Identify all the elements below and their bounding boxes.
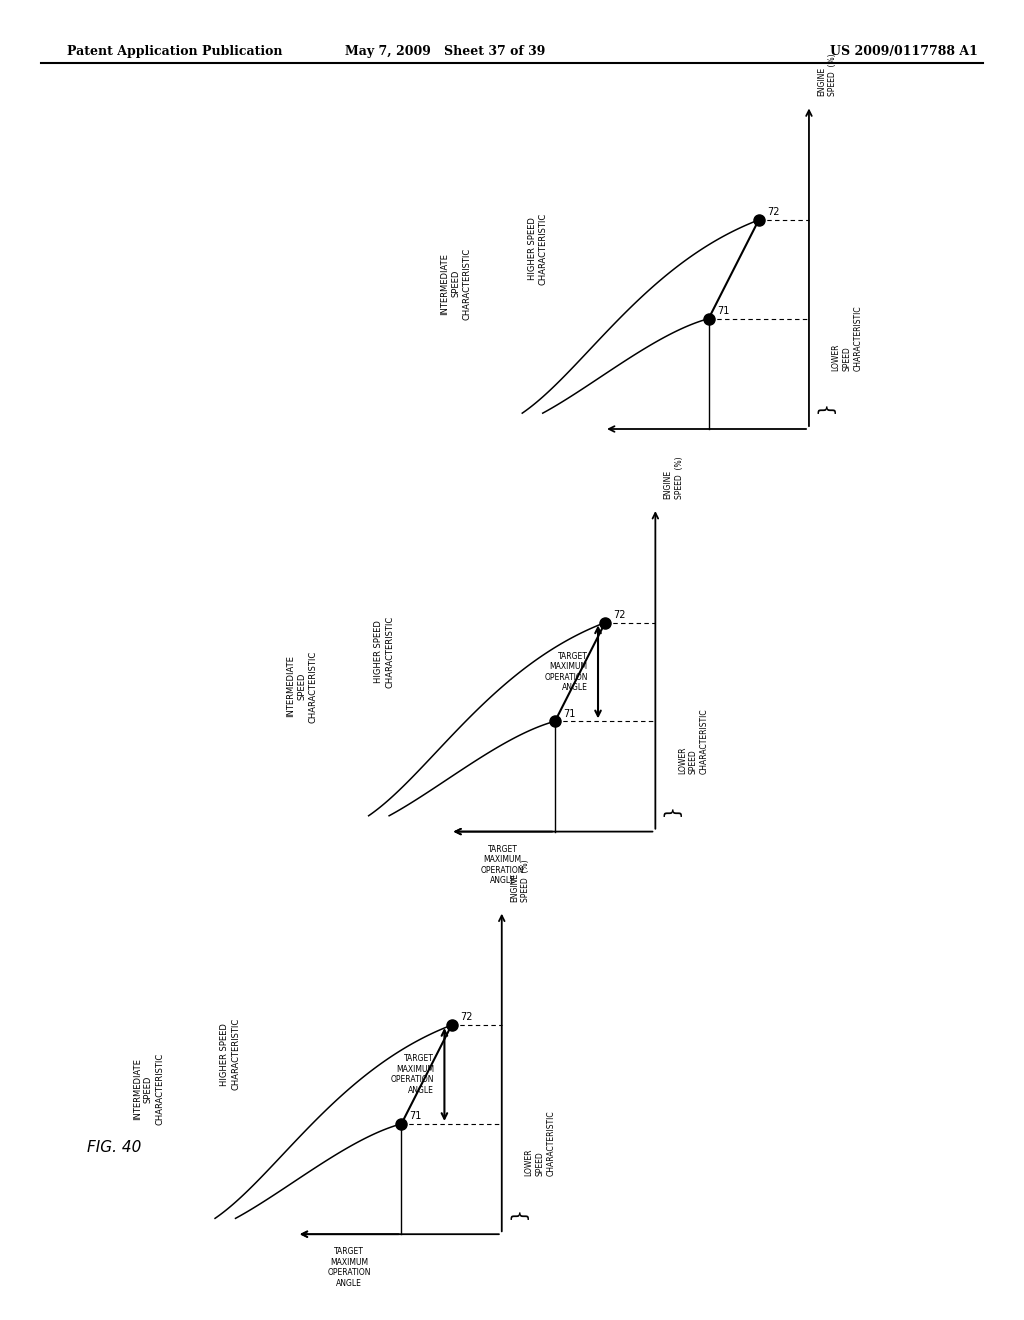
Text: FIG. 40: FIG. 40 (87, 1140, 141, 1155)
Text: ENGINE
SPEED  (%): ENGINE SPEED (%) (664, 457, 684, 499)
Text: INTERMEDIATE
SPEED
CHARACTERISTIC: INTERMEDIATE SPEED CHARACTERISTIC (287, 651, 317, 722)
Text: INTERMEDIATE
SPEED
CHARACTERISTIC: INTERMEDIATE SPEED CHARACTERISTIC (440, 248, 471, 319)
Text: ENGINE
SPEED  (%): ENGINE SPEED (%) (510, 859, 530, 902)
Text: May 7, 2009   Sheet 37 of 39: May 7, 2009 Sheet 37 of 39 (345, 45, 546, 58)
Text: LOWER
SPEED
CHARACTERISTIC: LOWER SPEED CHARACTERISTIC (831, 305, 862, 371)
Text: 72: 72 (460, 1012, 472, 1023)
Text: Patent Application Publication: Patent Application Publication (67, 45, 282, 58)
Text: US 2009/0117788 A1: US 2009/0117788 A1 (830, 45, 978, 58)
Text: {: { (814, 405, 834, 417)
Text: INTERMEDIATE
SPEED
CHARACTERISTIC: INTERMEDIATE SPEED CHARACTERISTIC (133, 1053, 164, 1125)
Text: TARGET
MAXIMUM
OPERATION
ANGLE: TARGET MAXIMUM OPERATION ANGLE (481, 845, 524, 884)
Text: HIGHER SPEED
CHARACTERISTIC: HIGHER SPEED CHARACTERISTIC (220, 1018, 241, 1090)
Text: LOWER
SPEED
CHARACTERISTIC: LOWER SPEED CHARACTERISTIC (678, 708, 709, 774)
Text: 71: 71 (563, 709, 575, 718)
Text: HIGHER SPEED
CHARACTERISTIC: HIGHER SPEED CHARACTERISTIC (374, 615, 394, 688)
Text: 71: 71 (410, 1111, 422, 1121)
Text: {: { (660, 808, 680, 820)
Text: 72: 72 (767, 207, 779, 218)
Text: TARGET
MAXIMUM
OPERATION
ANGLE: TARGET MAXIMUM OPERATION ANGLE (391, 1055, 434, 1094)
Text: TARGET
MAXIMUM
OPERATION
ANGLE: TARGET MAXIMUM OPERATION ANGLE (328, 1247, 371, 1287)
Text: ENGINE
SPEED  (%): ENGINE SPEED (%) (817, 54, 838, 96)
Text: 72: 72 (613, 610, 626, 620)
Text: TARGET
MAXIMUM
OPERATION
ANGLE: TARGET MAXIMUM OPERATION ANGLE (545, 652, 588, 692)
Text: LOWER
SPEED
CHARACTERISTIC: LOWER SPEED CHARACTERISTIC (524, 1110, 555, 1176)
Text: {: { (507, 1210, 526, 1222)
Text: HIGHER SPEED
CHARACTERISTIC: HIGHER SPEED CHARACTERISTIC (527, 213, 548, 285)
Text: 71: 71 (717, 306, 729, 315)
